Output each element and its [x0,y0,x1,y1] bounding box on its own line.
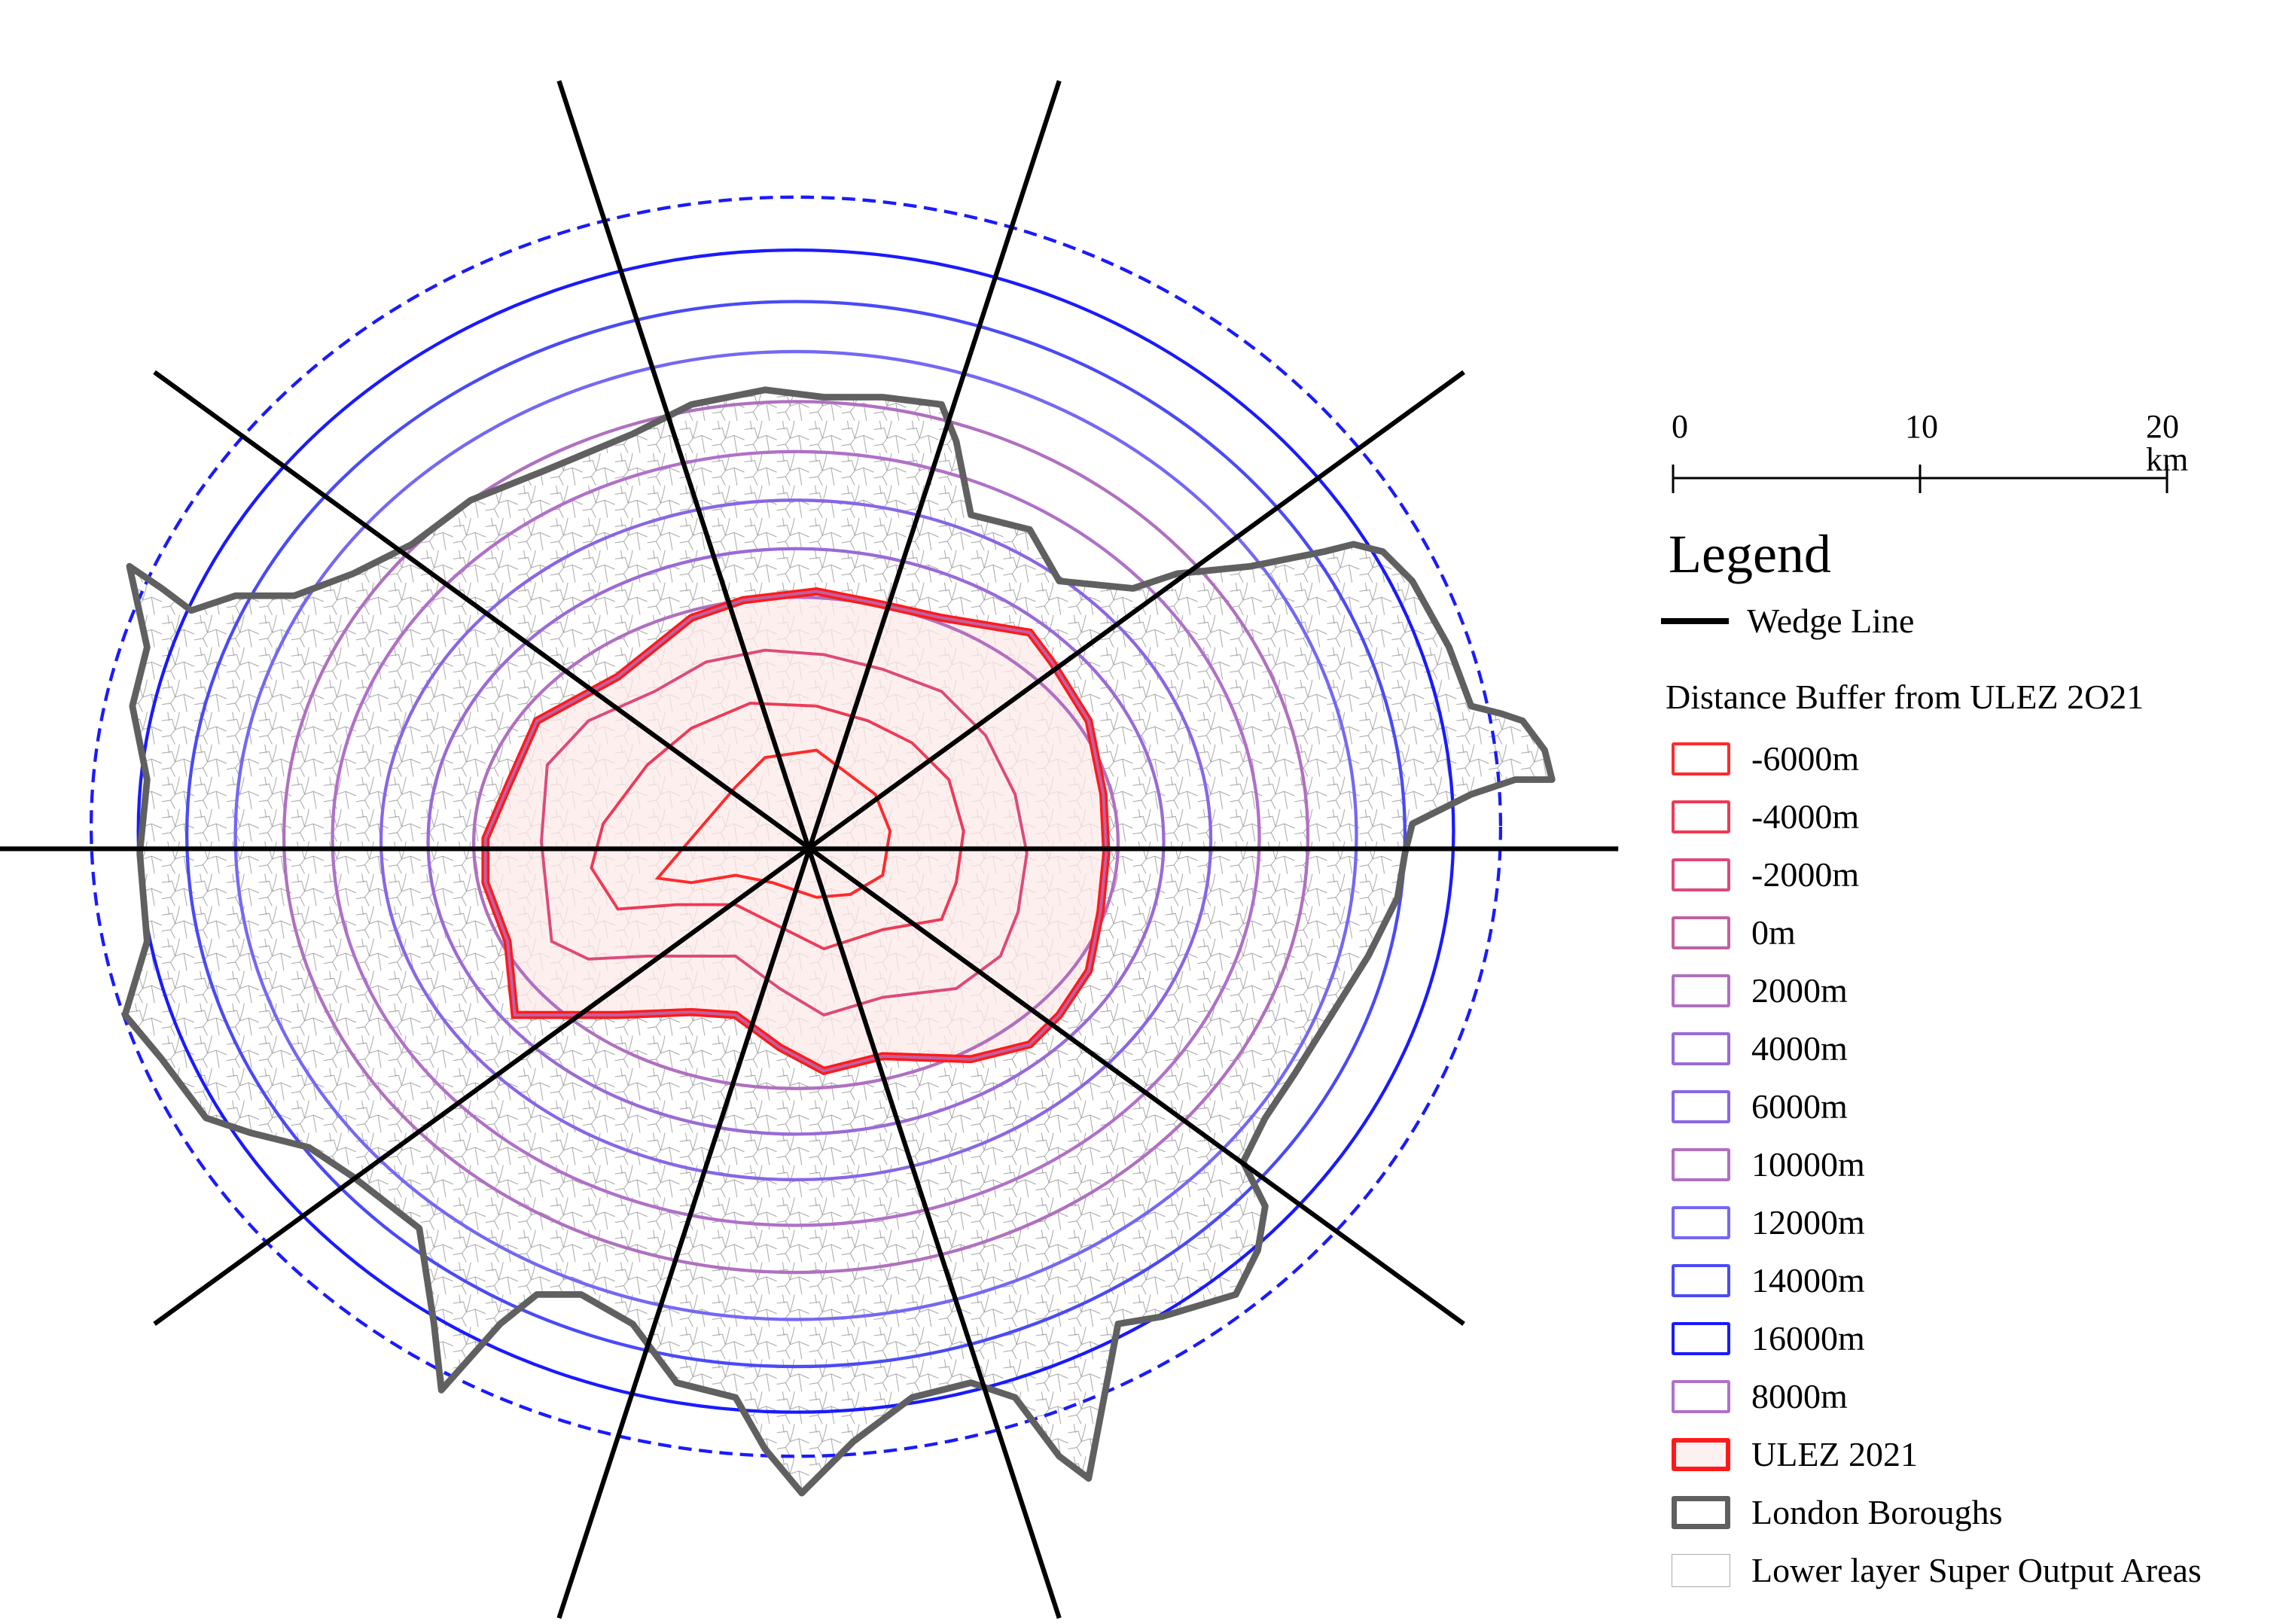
ring-minus-2000m [540,648,1029,1017]
swatch-0m [1672,916,1730,949]
scale-bar: 0 10 20 km [1664,410,2191,501]
ring-10000m [282,400,1310,1275]
swatch-6000m [1672,1089,1730,1123]
wedge-line-ne-sw [153,370,1465,1326]
ring-6000m [379,498,1213,1182]
legend-item-wedge-line: Wedge Line [1661,592,2295,650]
legend-item-buffer: -6000m [1666,730,2295,788]
ring-4000m [426,547,1166,1136]
ring-minus-6000m [654,748,892,899]
london-boroughs-outline [121,386,1556,1497]
swatch-minus-6000m [1672,742,1730,775]
legend-item-buffer: 2000m [1666,961,2295,1019]
swatch-16000m [1672,1321,1730,1355]
swatch-8000m [1672,1379,1730,1413]
inner-rings [540,648,1029,1017]
swatch-london-boroughs [1672,1495,1730,1529]
swatch-4000m [1672,1031,1730,1065]
legend-item-buffer: 0m [1666,903,2295,961]
legend-item-buffer: 10000m [1666,1135,2295,1193]
legend-label: ULEZ 2021 [1751,1434,1919,1473]
swatch-minus-2000m [1672,858,1730,891]
legend-label: 12000m [1751,1202,1865,1242]
legend-item-buffer: 4000m [1666,1019,2295,1077]
legend-label: -2000m [1751,855,1860,894]
legend-label: 0m [1751,913,1796,952]
legend-item-buffer: 14000m [1666,1251,2295,1309]
swatch-lsoa [1672,1553,1730,1587]
legend-label: Wedge Line [1747,601,1915,640]
swatch-2000m [1672,973,1730,1007]
legend-label: 8000m [1751,1376,1848,1415]
ring-minus-4000m [590,701,965,951]
swatch-14000m [1672,1263,1730,1297]
legend-label: 16000m [1751,1318,1865,1357]
scale-bar-graphic [1672,465,2169,493]
wedge-lines [0,80,1619,1619]
legend-label: Lower layer Super Output Areas [1751,1550,2202,1589]
legend-item-buffer: 8000m [1666,1367,2295,1425]
legend-item-buffer: 12000m [1666,1193,2295,1251]
legend-label: 2000m [1751,970,1848,1010]
legend-label: 14000m [1751,1260,1865,1300]
legend-label: 4000m [1751,1028,1848,1068]
legend-item-boroughs: London Boroughs [1666,1483,2295,1541]
swatch-10000m [1672,1147,1730,1181]
ring-16000m [136,248,1455,1414]
swatch-12000m [1672,1205,1730,1239]
swatch-minus-4000m [1672,800,1730,833]
legend-title: Legend [1669,524,1831,584]
legend-buffer-title: Distance Buffer from ULEZ 2O21 [1666,678,2144,716]
legend-label: London Boroughs [1751,1492,2003,1531]
scale-tick-0: 0 [1672,408,1688,445]
ring-0m [483,590,1108,1073]
legend-item-buffer: -2000m [1666,846,2295,903]
legend-label: -4000m [1751,797,1860,836]
ring-12000m [233,349,1358,1321]
scale-tick-10: 10 [1905,408,1938,445]
legend: Legend Wedge Line Distance Buffer from U… [1661,524,2295,1599]
legend-item-buffer: 6000m [1666,1077,2295,1135]
wedge-line-symbol [1661,617,1729,624]
ring-dashed-outer [89,195,1503,1458]
legend-label: 10000m [1751,1144,1865,1184]
swatch-ulez-2021 [1672,1437,1730,1471]
ring-8000m [331,449,1261,1227]
legend-label: 6000m [1751,1086,1848,1126]
distance-rings [89,195,1503,1458]
legend-item-buffer: -4000m [1666,788,2295,846]
ring-14000m [184,300,1407,1369]
legend-item-ulez: ULEZ 2021 [1666,1425,2295,1483]
legend-item-buffer: 16000m [1666,1309,2295,1367]
legend-label: -6000m [1751,739,1860,778]
legend-item-lsoa: Lower layer Super Output Areas [1666,1541,2295,1599]
